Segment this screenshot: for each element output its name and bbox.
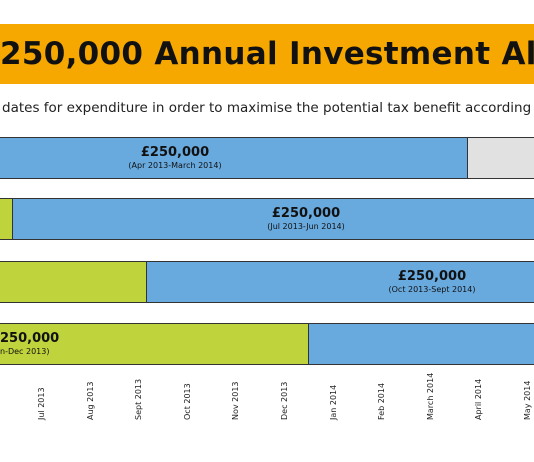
month-label: Nov 2013	[231, 381, 241, 420]
bar	[12, 198, 534, 240]
bar	[0, 323, 309, 365]
amount: £250,000	[397, 269, 467, 284]
title: 250,000 Annual Investment Allowan	[0, 36, 534, 72]
title-band	[0, 24, 534, 84]
bar-label: £250,000 (Apr 2013-March 2014)	[115, 145, 235, 170]
month-label: Sept 2013	[134, 378, 144, 420]
amount: 250,000	[0, 331, 60, 346]
bar-label: £250,000 (Jul 2013-Jun 2014)	[246, 206, 366, 231]
bar	[0, 137, 468, 179]
month-label: Jul 2013	[37, 387, 46, 420]
month-label: Aug 2013	[85, 381, 95, 420]
month-label: Oct 2013	[182, 383, 192, 420]
month-label: Jan 2014	[328, 384, 338, 420]
bar-label: £250,000 (Oct 2013-Sept 2014)	[372, 269, 492, 294]
bar	[308, 323, 534, 365]
month-label: May 2014	[523, 380, 532, 420]
bar	[146, 261, 534, 303]
month-label: Dec 2013	[280, 381, 289, 420]
month-label: April 2014	[474, 378, 484, 420]
period: n-Dec 2013)	[0, 347, 50, 356]
amount: £250,000	[140, 145, 210, 160]
month-label: March 2014	[425, 372, 435, 420]
bar	[0, 261, 147, 303]
period: (Oct 2013-Sept 2014)	[388, 285, 476, 294]
bar	[467, 137, 534, 179]
month-label: Feb 2014	[377, 382, 387, 420]
bar-label: 250,000 n-Dec 2013)	[0, 331, 59, 356]
period: (Jul 2013-Jun 2014)	[267, 222, 345, 231]
period: (Apr 2013-March 2014)	[128, 161, 222, 170]
subtitle: dates for expenditure in order to maximi…	[2, 100, 534, 116]
amount: £250,000	[271, 206, 341, 221]
